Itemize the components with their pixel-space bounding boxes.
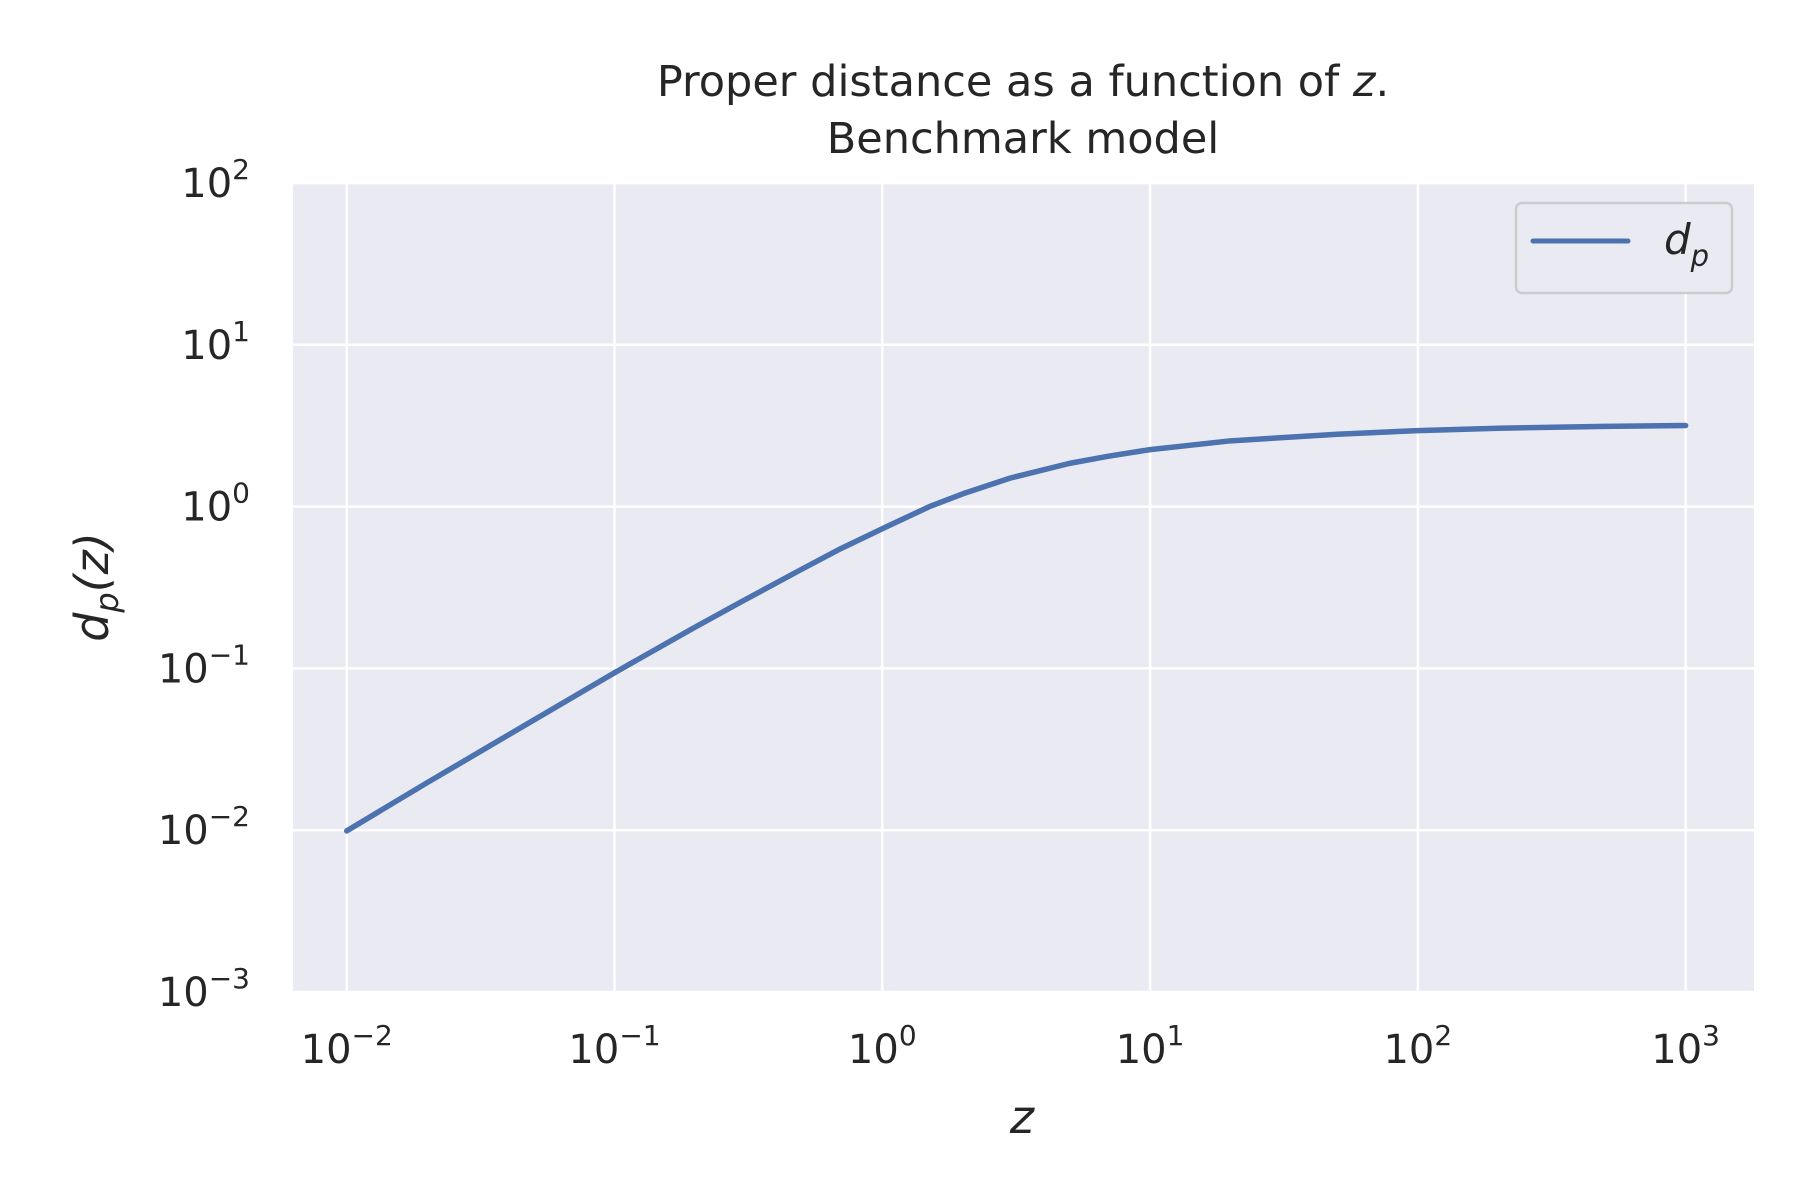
x-tick-label: 10−2 (301, 1019, 393, 1073)
series-line-dp (343, 422, 1689, 834)
legend: dp (1514, 201, 1734, 295)
x-tick-label: 101 (1116, 1019, 1185, 1073)
chart-title-line2: Benchmark model (827, 114, 1219, 164)
plot-area (293, 183, 1754, 992)
legend-frame (1514, 201, 1734, 295)
y-tick-label: 100 (181, 477, 250, 531)
series-layer (343, 422, 1689, 834)
x-tick-label: 103 (1651, 1019, 1720, 1073)
tick-labels: 10−2 10−1 100 101 102 103 10−3 10−2 10−1 100 101 10… (158, 153, 1720, 1073)
legend-label: dp (1664, 215, 1709, 273)
grid-lines (293, 181, 1754, 994)
x-axis-label: z (1009, 1090, 1035, 1144)
x-tick-label: 102 (1383, 1019, 1452, 1073)
y-axis-label: dp(z) (65, 532, 126, 642)
x-tick-label: 100 (848, 1019, 917, 1073)
y-tick-label: 10−1 (158, 638, 250, 692)
chart-title-line1: Proper distance as a function of z. (657, 57, 1389, 107)
x-tick-label: 10−1 (568, 1019, 660, 1073)
y-tick-label: 101 (181, 315, 250, 369)
y-tick-label: 102 (181, 153, 250, 207)
y-tick-label: 10−2 (158, 800, 250, 854)
y-tick-label: 10−3 (158, 962, 250, 1016)
